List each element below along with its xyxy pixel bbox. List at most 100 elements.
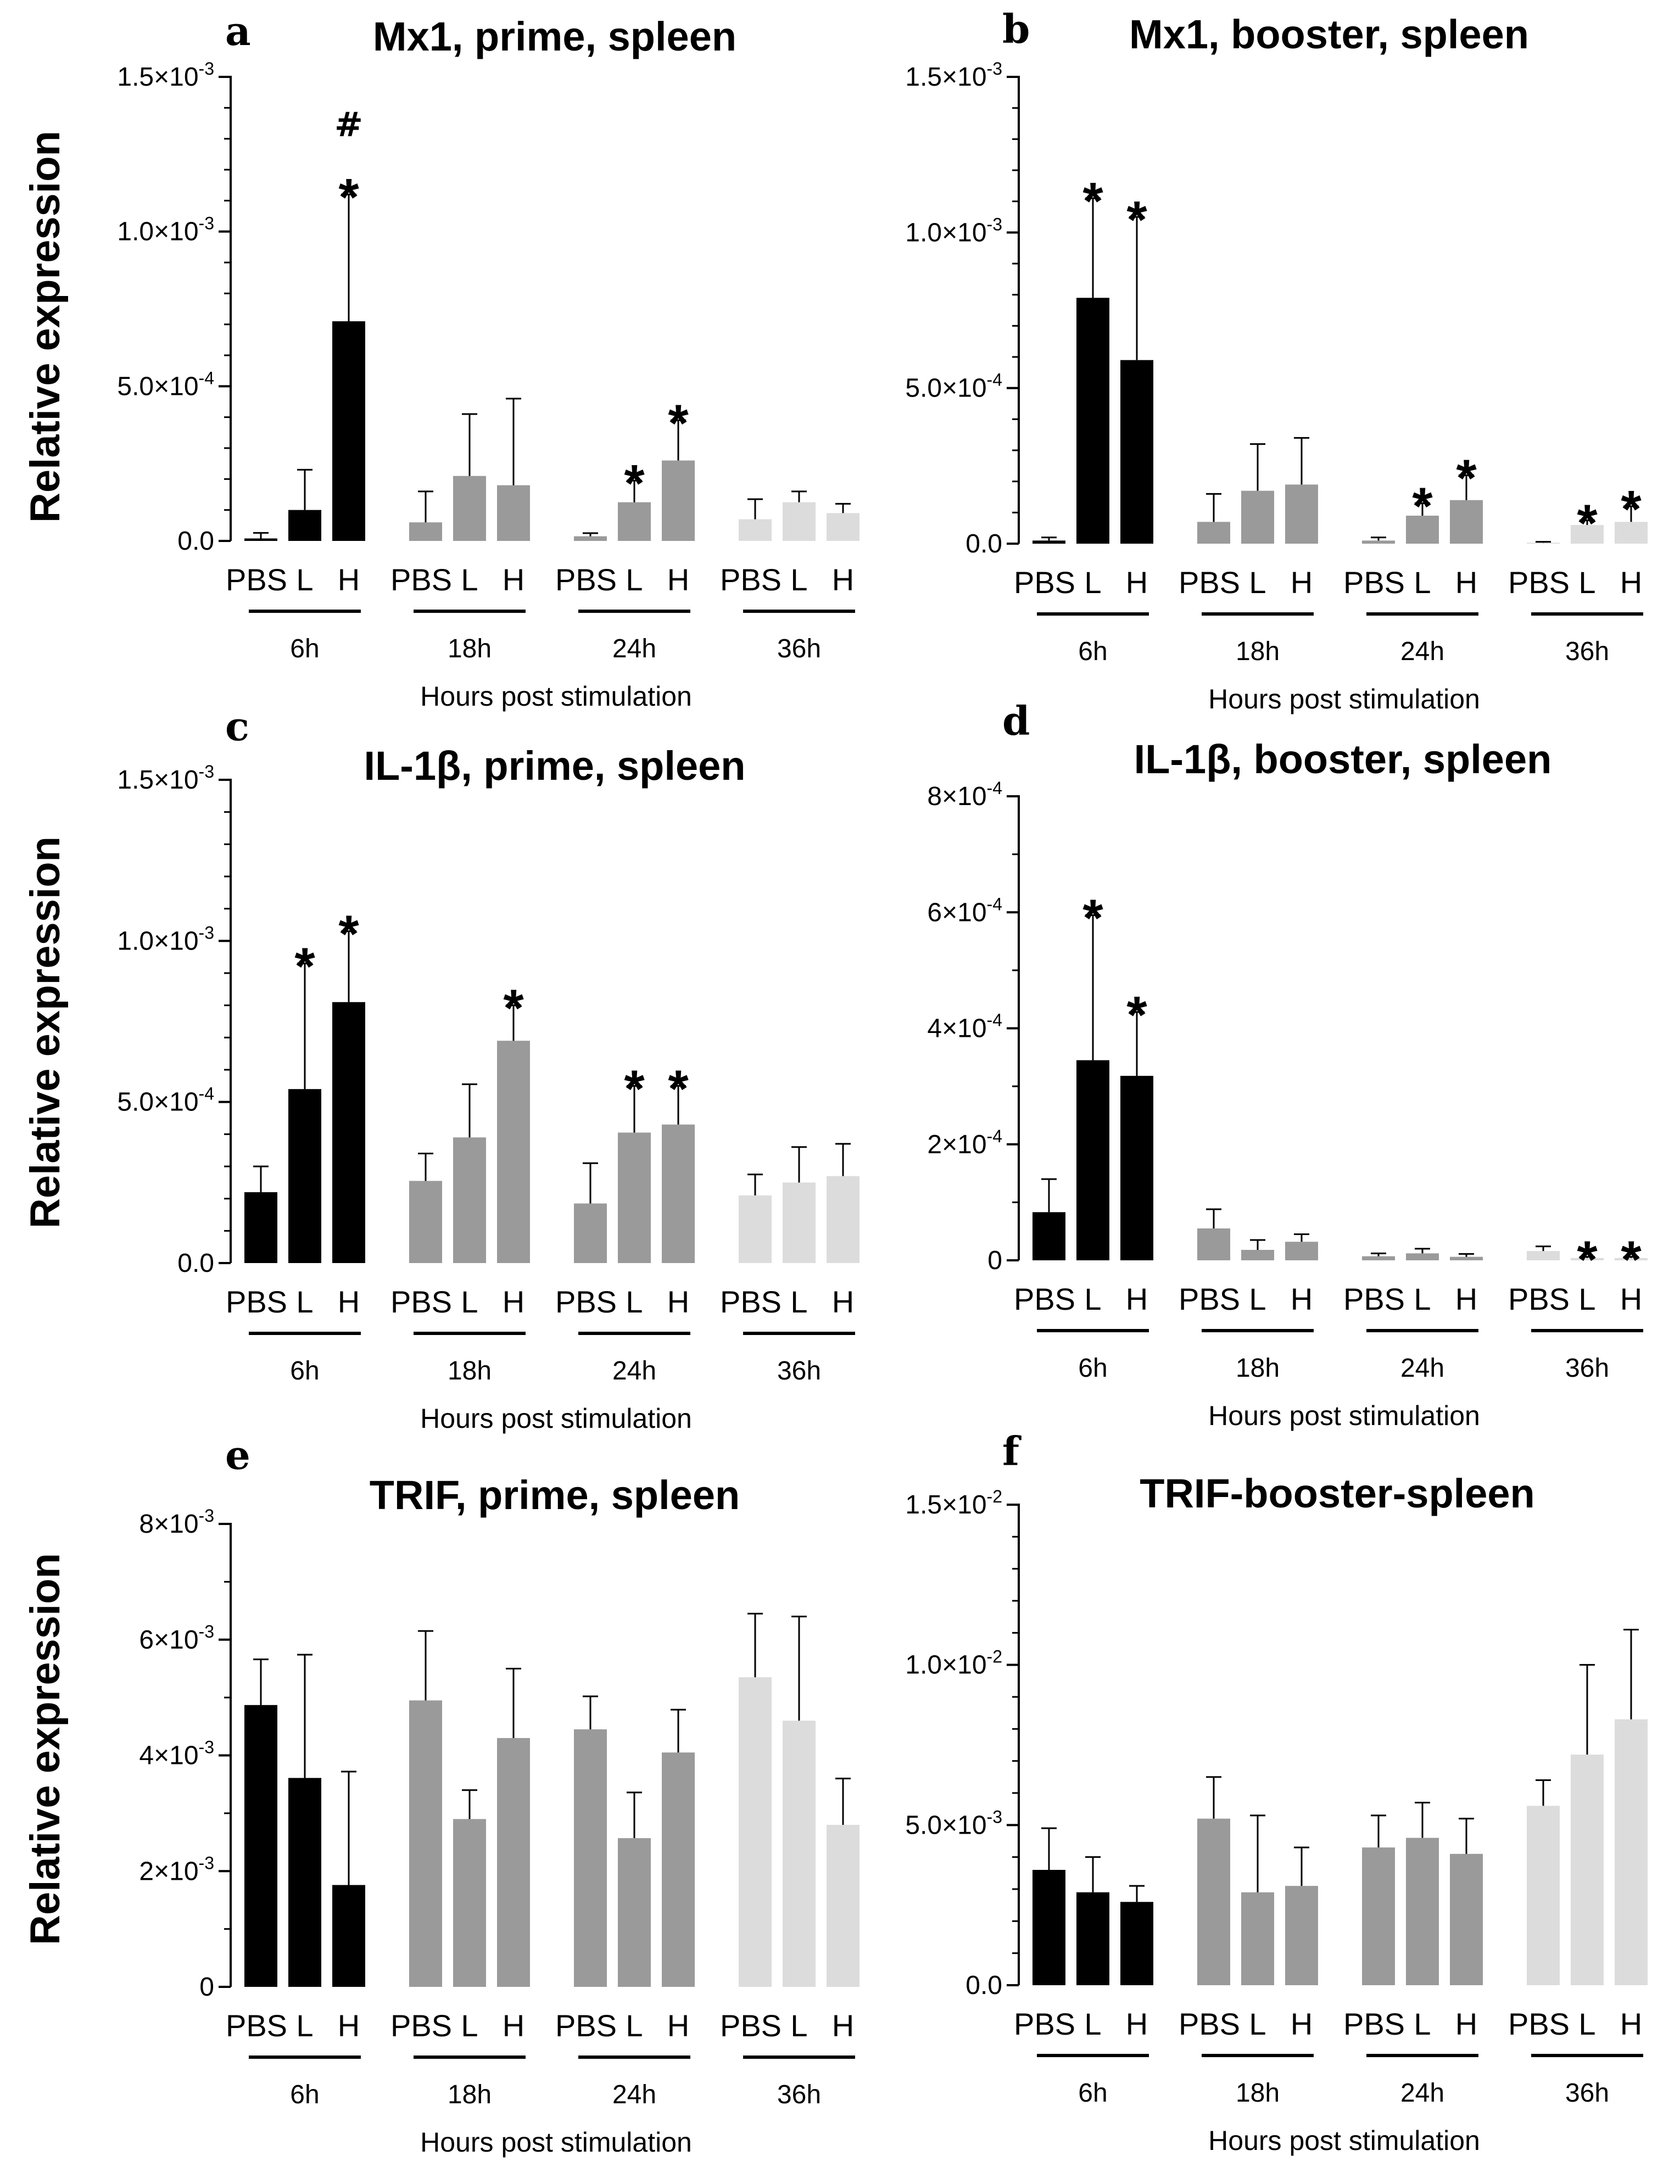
- significance-star: *: [1126, 191, 1147, 249]
- category-label: L: [1414, 1282, 1431, 1316]
- panel-f: f TRIF-booster-spleen 0.0 5.0×10-3 1.0×10-2 1…: [905, 1428, 1648, 2156]
- significance-star: *: [1577, 494, 1598, 553]
- bar: [618, 502, 651, 541]
- bar: [332, 1885, 365, 1987]
- category-label: L: [1414, 2007, 1431, 2041]
- bar: [1241, 1892, 1274, 1985]
- category-label: H: [1620, 1282, 1642, 1316]
- bar: [409, 1181, 442, 1263]
- y-tick-label: 2×10-3: [139, 1853, 214, 1886]
- group-time-label: 36h: [777, 1356, 821, 1386]
- category-label: L: [626, 562, 643, 597]
- bar: [244, 1192, 277, 1263]
- bar: [244, 538, 277, 541]
- bar: [1406, 1253, 1439, 1260]
- y-tick-label: 1.5×10-3: [117, 59, 214, 92]
- category-label: H: [1291, 2007, 1313, 2041]
- group-time-label: 6h: [290, 634, 319, 663]
- category-label: PBS: [1014, 565, 1075, 600]
- category-label: PBS: [720, 562, 782, 597]
- category-label: L: [626, 2008, 643, 2043]
- bar: [1197, 522, 1230, 544]
- significance-star: *: [624, 454, 645, 513]
- category-label: H: [1291, 565, 1313, 600]
- category-label: PBS: [1343, 1282, 1405, 1316]
- chart-title: IL-1β, prime, spleen: [364, 743, 746, 789]
- category-label: H: [1455, 1282, 1477, 1316]
- bar: [618, 1132, 651, 1263]
- category-label: L: [1249, 1282, 1266, 1316]
- category-label: L: [626, 1284, 643, 1319]
- group-time-label: 6h: [1078, 2079, 1107, 2108]
- bar: [1032, 1212, 1065, 1260]
- category-label: H: [338, 1284, 360, 1319]
- y-tick-label: 0: [987, 1246, 1002, 1275]
- category-label: PBS: [390, 562, 452, 597]
- group-time-label: 36h: [1565, 1354, 1609, 1383]
- bar: [1285, 484, 1318, 544]
- category-label: PBS: [1343, 565, 1405, 600]
- bar: [739, 1195, 772, 1263]
- significance-star: *: [1082, 172, 1103, 231]
- panel-letter: b: [1002, 5, 1030, 52]
- y-tick-label: 8×10-3: [139, 1506, 214, 1539]
- bar: [1076, 1892, 1109, 1985]
- bar: [1076, 1060, 1109, 1260]
- bar: [1615, 1719, 1648, 1985]
- x-axis-title: Hours post stimulation: [1208, 1400, 1480, 1431]
- category-label: H: [1620, 565, 1642, 600]
- category-label: L: [461, 562, 478, 597]
- group-time-label: 24h: [1400, 1354, 1444, 1383]
- category-label: L: [1578, 1282, 1595, 1316]
- y-tick-label: 1.0×10-3: [117, 214, 214, 247]
- category-label: PBS: [226, 562, 287, 597]
- category-label: PBS: [1014, 1282, 1075, 1316]
- group-time-label: 6h: [1078, 1354, 1107, 1383]
- category-label: H: [1455, 2007, 1477, 2041]
- y-axis-title-row3: Relative expression: [22, 1553, 69, 1945]
- bar: [1615, 1258, 1648, 1260]
- panel-letter: f: [1002, 1428, 1022, 1474]
- category-label: L: [790, 1284, 807, 1319]
- group-time-label: 18h: [448, 1356, 492, 1386]
- y-tick-label: 0.0: [965, 1971, 1002, 2000]
- category-label: PBS: [1508, 2007, 1570, 2041]
- bar: [618, 1838, 651, 1987]
- bar: [1527, 1251, 1560, 1260]
- group-time-label: 24h: [1400, 2079, 1444, 2108]
- y-tick-label: 1.5×10-2: [905, 1487, 1002, 1520]
- y-tick-label: 1.0×10-2: [905, 1647, 1002, 1680]
- significance-hash: #: [334, 104, 363, 144]
- bar: [783, 1721, 816, 1987]
- category-label: PBS: [226, 2008, 287, 2043]
- x-axis-title: Hours post stimulation: [420, 2127, 692, 2158]
- bar: [1571, 525, 1604, 544]
- category-label: L: [1578, 565, 1595, 600]
- panel-letter: c: [225, 703, 249, 750]
- category-label: H: [1620, 2007, 1642, 2041]
- category-label: L: [461, 2008, 478, 2043]
- bar: [497, 485, 530, 541]
- group-time-label: 18h: [1236, 1354, 1280, 1383]
- category-label: H: [832, 562, 854, 597]
- bar: [453, 1819, 486, 1987]
- bar: [739, 1677, 772, 1987]
- category-label: PBS: [1343, 2007, 1405, 2041]
- significance-star: *: [294, 937, 315, 996]
- category-label: PBS: [1179, 565, 1240, 600]
- category-label: H: [1126, 1282, 1148, 1316]
- group-time-label: 18h: [1236, 2079, 1280, 2108]
- group-time-label: 24h: [612, 2080, 656, 2109]
- category-label: H: [338, 562, 360, 597]
- category-label: PBS: [1014, 2007, 1075, 2041]
- category-label: L: [296, 1284, 313, 1319]
- bar: [1076, 298, 1109, 544]
- category-label: L: [296, 2008, 313, 2043]
- panel-d: d IL-1β, booster, spleen 0 2×10-4 4×10-4 6×10…: [927, 697, 1648, 1431]
- category-label: L: [1578, 2007, 1595, 2041]
- bar: [783, 1182, 816, 1263]
- significance-star: *: [668, 394, 689, 453]
- y-tick-label: 1.0×10-3: [905, 214, 1002, 247]
- bar: [288, 1778, 321, 1987]
- category-label: H: [503, 2008, 524, 2043]
